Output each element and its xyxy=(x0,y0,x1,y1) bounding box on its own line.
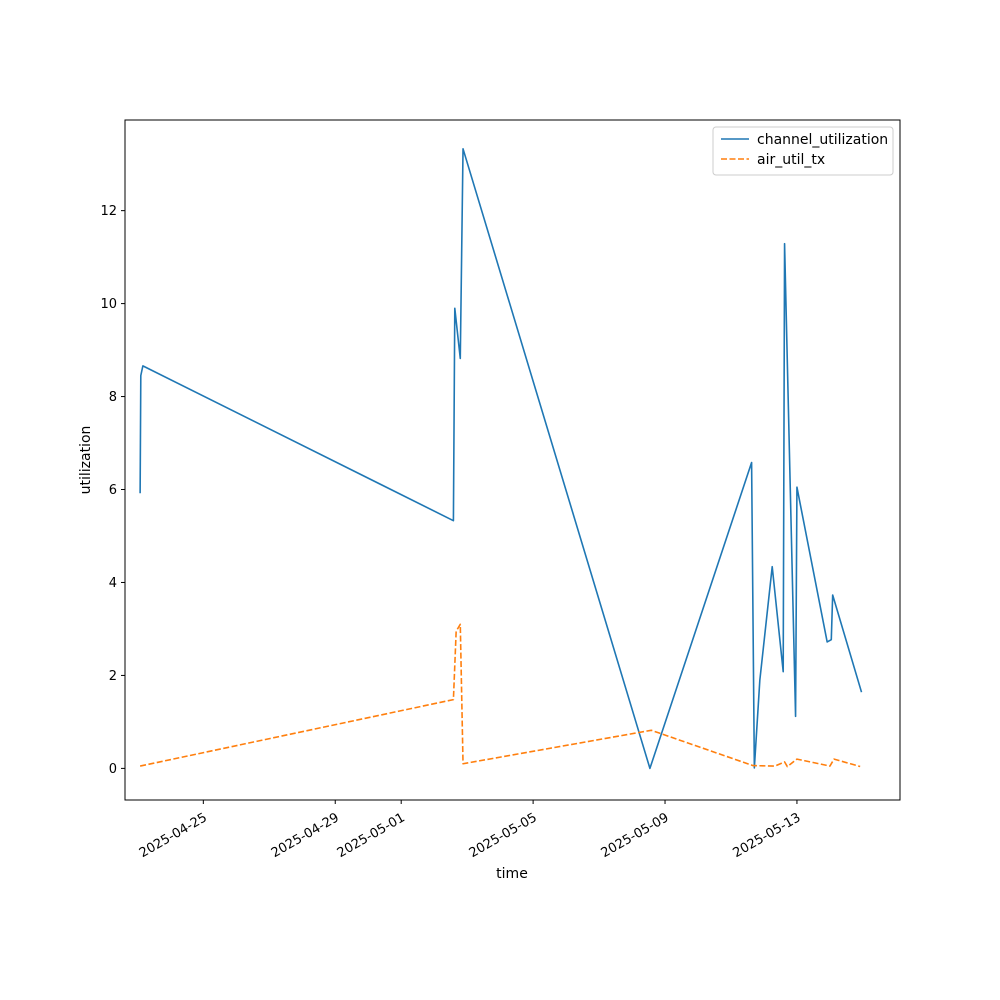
legend-label: air_util_tx xyxy=(757,152,825,168)
y-tick-label: 4 xyxy=(109,576,117,591)
y-axis: 0 2 4 6 8 10 12 xyxy=(100,204,125,777)
x-axis-title: time xyxy=(496,866,528,882)
legend-box xyxy=(712,126,894,176)
series-line-air-util-tx xyxy=(139,623,861,768)
series-layer xyxy=(139,148,863,770)
legend: channel_utilization air_util_tx xyxy=(712,126,894,176)
y-axis-title: utilization xyxy=(78,426,94,495)
series-line-channel-utilization xyxy=(139,148,863,770)
y-tick-label: 2 xyxy=(109,669,117,684)
y-tick-label: 10 xyxy=(100,297,117,312)
y-tick-label: 12 xyxy=(100,204,117,219)
y-tick-label: 0 xyxy=(109,762,117,777)
plot-frame xyxy=(124,119,901,801)
legend-label: channel_utilization xyxy=(757,132,888,148)
y-tick-label: 8 xyxy=(109,390,117,405)
y-tick-label: 6 xyxy=(109,483,117,498)
